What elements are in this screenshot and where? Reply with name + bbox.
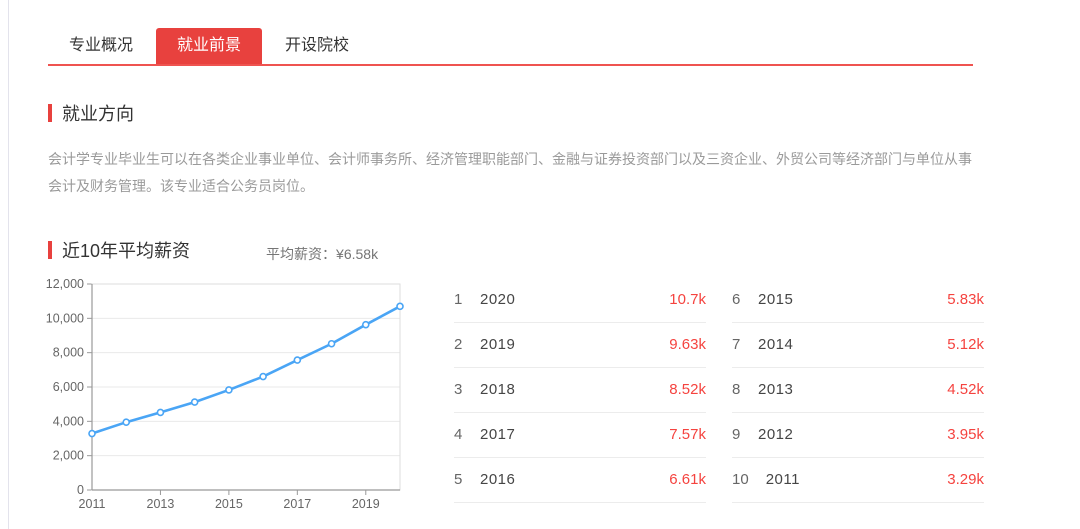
data-point-marker [259, 372, 267, 380]
year-label: 2020 [480, 291, 516, 309]
salary-value: 3.29k [947, 471, 984, 489]
salary-rank-row: 5 2016 6.61k [454, 458, 706, 503]
y-axis-label: 0 [77, 483, 84, 497]
salary-value: 5.12k [947, 336, 984, 354]
red-bar-icon [48, 240, 52, 259]
year-label: 2016 [480, 471, 516, 489]
section-title-text: 就业方向 [62, 104, 134, 124]
rank-number: 5 [454, 471, 463, 489]
salary-rank-row: 7 2014 5.12k [732, 323, 984, 368]
data-point-marker [293, 355, 302, 364]
year-label: 2013 [758, 381, 794, 399]
year-label: 2014 [758, 336, 794, 354]
rank-number: 10 [732, 471, 749, 489]
rank-number: 4 [454, 426, 463, 444]
tab-offering-schools[interactable]: 开设院校 [285, 37, 350, 54]
rank-number: 1 [454, 291, 463, 309]
data-point-marker [225, 385, 233, 394]
salary-value: 5.83k [947, 291, 984, 309]
section-title-salary: 近10年平均薪资 [48, 237, 190, 263]
x-axis-label: 2015 [215, 497, 243, 511]
data-point-marker [88, 429, 96, 437]
salary-line-chart: 0 2,000 4,000 6,000 8,000 10,000 12,000 2011 201… [46, 277, 404, 511]
salary-chart-container: 0 2,000 4,000 6,000 8,000 10,000 12,000 2011 201… [40, 274, 412, 519]
year-label: 2015 [758, 291, 794, 309]
salary-section: 近10年平均薪资 平均薪资：¥6.58k 0 2,000 4,000 6,000 8,0… [46, 237, 984, 519]
salary-value: 8.52k [669, 381, 706, 399]
salary-value: 7.57k [669, 426, 706, 444]
average-salary-label: 平均薪资：¥6.58k [266, 245, 379, 262]
salary-rank-row: 1 2020 10.7k [454, 278, 706, 323]
data-point-marker [361, 320, 370, 329]
data-point-marker [190, 397, 199, 406]
y-axis-label: 6,000 [53, 380, 84, 394]
salary-rank-row: 9 2012 3.95k [732, 413, 984, 458]
salary-rank-row: 8 2013 4.52k [732, 368, 984, 413]
salary-rank-row: 2 2019 9.63k [454, 323, 706, 368]
y-axis-label: 2,000 [53, 448, 84, 462]
rank-number: 3 [454, 381, 463, 399]
employment-direction-description: 会计学专业毕业生可以在各类企业事业单位、会计师事务所、经济管理职能部门、金融与证… [48, 151, 972, 195]
salary-rank-table: 1 2020 10.7k 2 2019 9.63k 3 2018 8.52k 4 2017 7.57k… [454, 278, 984, 503]
data-point-marker [327, 339, 336, 348]
y-axis-label: 10,000 [46, 311, 84, 325]
salary-rank-column: 6 2015 5.83k 7 2014 5.12k 8 2013 4.52k 9 2012 3.95k… [732, 278, 984, 503]
year-label: 2012 [758, 426, 794, 444]
salary-rank-row: 3 2018 8.52k [454, 368, 706, 413]
data-point-marker [396, 302, 404, 310]
page-left-border [8, 0, 9, 529]
data-point-marker [156, 408, 165, 416]
red-bar-icon [48, 104, 52, 122]
y-axis-label: 4,000 [53, 414, 84, 428]
salary-value: 10.7k [669, 291, 706, 309]
section-title-employment-direction: 就业方向 [48, 100, 973, 126]
salary-value: 6.61k [669, 471, 706, 489]
y-axis-label: 12,000 [46, 277, 84, 291]
salary-body: 0 2,000 4,000 6,000 8,000 10,000 12,000 2011 201… [46, 274, 984, 519]
year-label: 2017 [480, 426, 516, 444]
year-label: 2019 [480, 336, 516, 354]
salary-rank-row: 10 2011 3.29k [732, 458, 984, 503]
x-axis-label: 2017 [283, 497, 311, 511]
salary-rank-row: 6 2015 5.83k [732, 278, 984, 323]
salary-value: 3.95k [947, 426, 984, 444]
year-label: 2018 [480, 381, 516, 399]
rank-number: 6 [732, 291, 741, 309]
salary-value: 4.52k [947, 381, 984, 399]
salary-rank-row: 4 2017 7.57k [454, 413, 706, 458]
tab-bar: 专业概况 就业前景 开设院校 [48, 28, 973, 66]
data-point-marker [122, 417, 131, 426]
year-label: 2011 [765, 471, 800, 489]
rank-number: 9 [732, 426, 741, 444]
rank-number: 8 [732, 381, 741, 399]
tab-employment-prospects[interactable]: 就业前景 [156, 28, 263, 64]
rank-number: 7 [732, 336, 741, 354]
salary-line-series [90, 304, 402, 435]
y-axis-label: 8,000 [53, 345, 84, 359]
tab-major-overview[interactable]: 专业概况 [69, 37, 134, 54]
x-axis-label: 2011 [79, 497, 106, 511]
salary-section-header: 近10年平均薪资 平均薪资：¥6.58k [48, 237, 973, 264]
x-axis-label: 2019 [352, 497, 380, 511]
employment-direction-section: 就业方向 会计学专业毕业生可以在各类企业事业单位、会计师事务所、经济管理职能部门… [48, 100, 973, 201]
salary-rank-column: 1 2020 10.7k 2 2019 9.63k 3 2018 8.52k 4 2017 7.57k… [454, 278, 706, 503]
section-title-text: 近10年平均薪资 [62, 240, 191, 261]
salary-value: 9.63k [669, 336, 706, 354]
rank-number: 2 [454, 336, 463, 354]
x-axis-label: 2013 [147, 497, 175, 511]
content-area: 专业概况 就业前景 开设院校 就业方向 会计学专业毕业生可以在各类企业事业单位、… [46, 0, 984, 519]
